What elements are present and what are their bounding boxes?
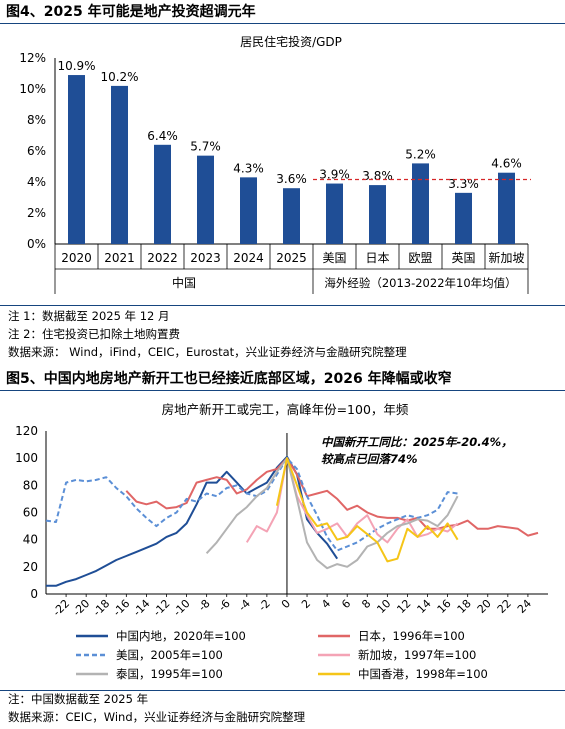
y-tick-label: 100: [15, 451, 38, 465]
bar: [369, 185, 386, 244]
bar-chart-residential-investment: 居民住宅投资/GDP 0% 2% 4% 6% 8% 10% 12% 10.9% 2020 10.2%…: [19, 34, 531, 294]
series-line: [125, 457, 539, 537]
x-tick-label: -20: [70, 597, 92, 619]
series-line: [205, 457, 459, 570]
x-tick-label: 2024: [233, 251, 264, 265]
series-line: [45, 457, 458, 552]
y-tick-label: 2%: [27, 206, 46, 220]
legend-label: 新加坡，1997年=100: [358, 648, 476, 662]
x-tick-label: -22: [50, 597, 72, 619]
data-label: 3.9%: [319, 168, 350, 182]
x-tick-label: 0: [279, 597, 293, 611]
y-tick-label: 60: [23, 506, 38, 520]
x-tick-label: 2020: [61, 251, 92, 265]
bar: [498, 172, 515, 244]
y-tick-label: 40: [23, 533, 38, 547]
y-tick-label: 120: [15, 424, 38, 438]
x-tick-label: 4: [319, 597, 333, 611]
x-tick-label: -6: [216, 597, 233, 614]
x-tick-label: 欧盟: [408, 251, 432, 265]
x-tick-label: 美国: [322, 251, 346, 265]
annotation-text: 中国新开工同比：2025年-20.4%，: [321, 435, 513, 449]
data-label: 3.3%: [448, 177, 479, 191]
bar: [412, 163, 429, 244]
group-label-china: 中国: [172, 275, 196, 290]
x-tick-label: -14: [131, 597, 153, 619]
x-tick-label: 8: [359, 597, 373, 611]
figure-5-note-1: 注：中国数据截至 2025 年: [8, 692, 149, 706]
x-tick-label: 22: [495, 597, 514, 616]
y-tick-label: 80: [23, 478, 38, 492]
chart-title: 房地产新开工或完工，高峰年份=100，年频: [162, 402, 409, 417]
data-label: 3.8%: [362, 169, 393, 183]
x-tick-label: 24: [515, 597, 534, 616]
figure-4-source: 数据来源： Wind，iFind，CEIC，Eurostat，兴业证券经济与金融…: [8, 345, 407, 359]
bar: [197, 155, 214, 244]
bar: [154, 144, 171, 244]
y-tick-label: 8%: [27, 113, 46, 127]
y-tick-label: 0%: [27, 237, 46, 251]
x-tick-label: -16: [111, 597, 133, 619]
x-tick-label: 10: [374, 597, 393, 616]
group-label-overseas: 海外经验（2013-2022年10年均值）: [324, 276, 516, 290]
chart-title: 居民住宅投资/GDP: [240, 34, 342, 49]
x-tick-label: 14: [415, 597, 434, 616]
x-tick-label: -2: [256, 597, 273, 614]
x-tick-label: 新加坡: [488, 250, 524, 265]
legend-label: 中国内地，2020年=100: [116, 629, 246, 643]
x-tick-label: 2: [299, 597, 313, 611]
y-tick-label: 4%: [27, 175, 46, 189]
y-tick-label: 12%: [19, 51, 46, 65]
x-tick-label: 6: [339, 597, 353, 611]
y-tick-label: 10%: [19, 82, 46, 96]
x-tick-label: 英国: [451, 251, 475, 265]
bar: [455, 192, 472, 244]
data-label: 3.6%: [276, 172, 307, 186]
x-tick-label: -10: [171, 597, 193, 619]
bar: [111, 85, 128, 245]
y-tick-label: 0: [30, 587, 38, 601]
y-tick-label: 20: [23, 560, 38, 574]
figure-4-title: 图4、2025 年可能是地产投资超调元年: [0, 0, 565, 24]
x-tick-label: 12: [394, 597, 413, 616]
figure-4-bottom-rule: [0, 305, 565, 306]
data-label: 5.7%: [190, 140, 221, 154]
bar: [283, 188, 300, 244]
figure-4-note-1: 注 1：数据截至 2025 年 12 月: [8, 309, 170, 323]
legend-label: 美国，2005年=100: [116, 648, 223, 662]
annotation-text: 较高点已回落74%: [321, 452, 418, 466]
legend-label: 泰国，1995年=100: [116, 667, 223, 681]
data-label: 4.3%: [233, 161, 264, 175]
legend-label: 日本，1996年=100: [358, 629, 465, 643]
legend-label: 中国香港，1998年=100: [358, 667, 488, 681]
figure-5-bottom-rule: [0, 690, 565, 691]
x-tick-label: 日本: [365, 251, 389, 265]
data-label: 10.2%: [100, 70, 138, 84]
y-tick-label: 6%: [27, 144, 46, 158]
x-tick-label: 2023: [190, 251, 221, 265]
bar: [326, 183, 343, 244]
x-tick-label: -12: [151, 597, 173, 619]
data-label: 5.2%: [405, 147, 436, 161]
bar: [68, 75, 85, 244]
line-chart-housing-starts: 房地产新开工或完工，高峰年份=100，年频020406080100120-22-…: [15, 402, 548, 681]
figure-5-source: 数据来源：CEIC，Wind，兴业证券经济与金融研究院整理: [8, 710, 306, 724]
x-tick-label: -8: [196, 597, 213, 614]
series-line: [275, 457, 459, 563]
figure-5-title: 图5、中国内地房地产新开工也已经接近底部区域，2026 年降幅或收窄: [0, 367, 565, 391]
x-tick-label: 16: [435, 597, 454, 616]
figure-4-note-2: 注 2：住宅投资已扣除土地购置费: [8, 327, 180, 341]
data-label: 6.4%: [147, 129, 178, 143]
bar: [240, 177, 257, 244]
x-tick-label: -18: [90, 597, 112, 619]
x-tick-label: 18: [455, 597, 474, 616]
data-label: 4.6%: [491, 157, 522, 171]
x-tick-label: 2022: [147, 251, 178, 265]
x-tick-label: -4: [236, 597, 253, 614]
x-tick-label: 20: [475, 597, 494, 616]
x-tick-label: 2021: [104, 251, 135, 265]
x-tick-label: 2025: [276, 251, 307, 265]
data-label: 10.9%: [57, 59, 95, 73]
